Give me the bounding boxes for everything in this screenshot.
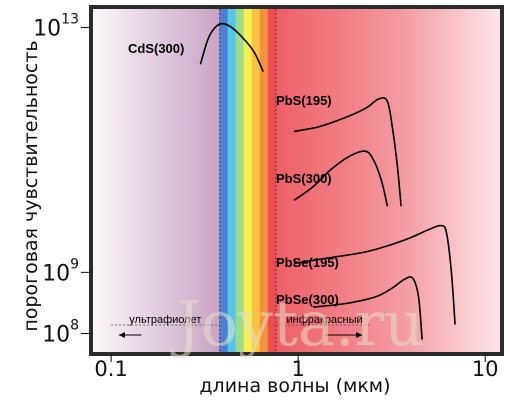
- x-tick-label: 0.1: [94, 357, 127, 381]
- series-line-3: [293, 224, 456, 325]
- x-tick-label: 10: [472, 357, 499, 381]
- visible-spectrum: [219, 9, 277, 352]
- spectrum-band: [219, 9, 229, 352]
- region-boundaries: [219, 9, 277, 352]
- series-curves: [199, 22, 456, 340]
- uv-arrow-head: [118, 332, 125, 338]
- spectrum-band: [243, 9, 253, 352]
- series-labels: CdS(300) PbS(195) PbS(300) PbSe(195) PbSe(30…: [128, 41, 339, 307]
- spectrum-band: [259, 9, 269, 352]
- uv-background: [93, 9, 220, 352]
- plot-background: [93, 9, 500, 352]
- series-label-2: PbS(300): [276, 171, 332, 186]
- spectrum-band: [251, 9, 261, 352]
- watermark: Joyta.ru: [170, 287, 424, 360]
- series-label-1: PbS(195): [276, 93, 332, 108]
- ir-background: [275, 9, 500, 352]
- series-label-3: PbSe(195): [276, 255, 339, 270]
- ir-region-label: инфракрасный: [286, 314, 362, 326]
- uv-region-label: ультрафиолет: [129, 314, 201, 326]
- spectrum-band: [267, 9, 277, 352]
- y-tick-label: 109: [42, 256, 79, 286]
- series-line-2: [293, 150, 389, 207]
- y-tick-label: 108: [42, 318, 79, 348]
- series-label-0: CdS(300): [128, 41, 184, 56]
- y-tick-label: 1013: [33, 11, 79, 41]
- region-labels: ультрафиолет инфракрасный: [111, 314, 370, 338]
- y-axis-title: пороговая чувствительность: [20, 40, 42, 331]
- series-label-4: PbSe(300): [276, 292, 339, 307]
- spectrum-band: [235, 9, 245, 352]
- spectrum-band: [227, 9, 237, 352]
- ir-arrow-head: [356, 332, 363, 338]
- series-line-0: [199, 22, 264, 72]
- series-line-1: [293, 97, 402, 207]
- y-axis: 108 109 1013: [33, 11, 91, 348]
- x-axis: 0.1 1 10: [94, 354, 499, 381]
- x-tick-label: 1: [291, 357, 304, 381]
- series-line-4: [312, 276, 423, 340]
- x-axis-title: длина волны (мкм): [199, 375, 390, 397]
